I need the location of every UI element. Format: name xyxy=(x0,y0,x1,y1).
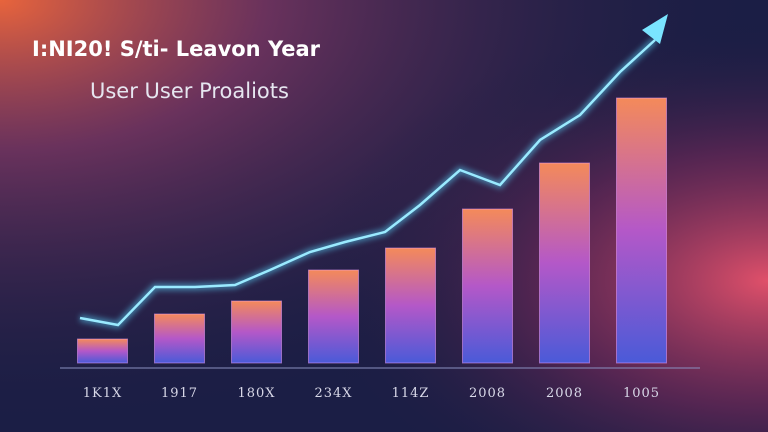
bar xyxy=(616,97,667,364)
x-tick-label: 180X xyxy=(237,386,275,401)
trend-arrow xyxy=(642,14,668,44)
x-tick-label: 234X xyxy=(314,386,352,401)
chart-subtitle: User User Proaliots xyxy=(90,79,289,103)
bar xyxy=(385,247,436,364)
x-tick-label: 2008 xyxy=(546,386,583,401)
x-tick-label: 1005 xyxy=(623,386,660,401)
bar xyxy=(539,162,590,364)
bar xyxy=(77,338,128,364)
trend-line xyxy=(79,39,656,327)
bar xyxy=(154,313,205,364)
bars xyxy=(77,97,667,364)
x-tick-label: 114Z xyxy=(392,386,430,401)
x-tick-label: 2008 xyxy=(469,386,506,401)
bar xyxy=(462,208,513,364)
x-tick-label: 1917 xyxy=(161,386,198,401)
bar xyxy=(308,269,359,364)
bar xyxy=(231,300,282,364)
x-tick-label: 1K1X xyxy=(83,386,123,401)
chart-title: I:NI20! S/ti- Leavon Year xyxy=(32,37,321,61)
